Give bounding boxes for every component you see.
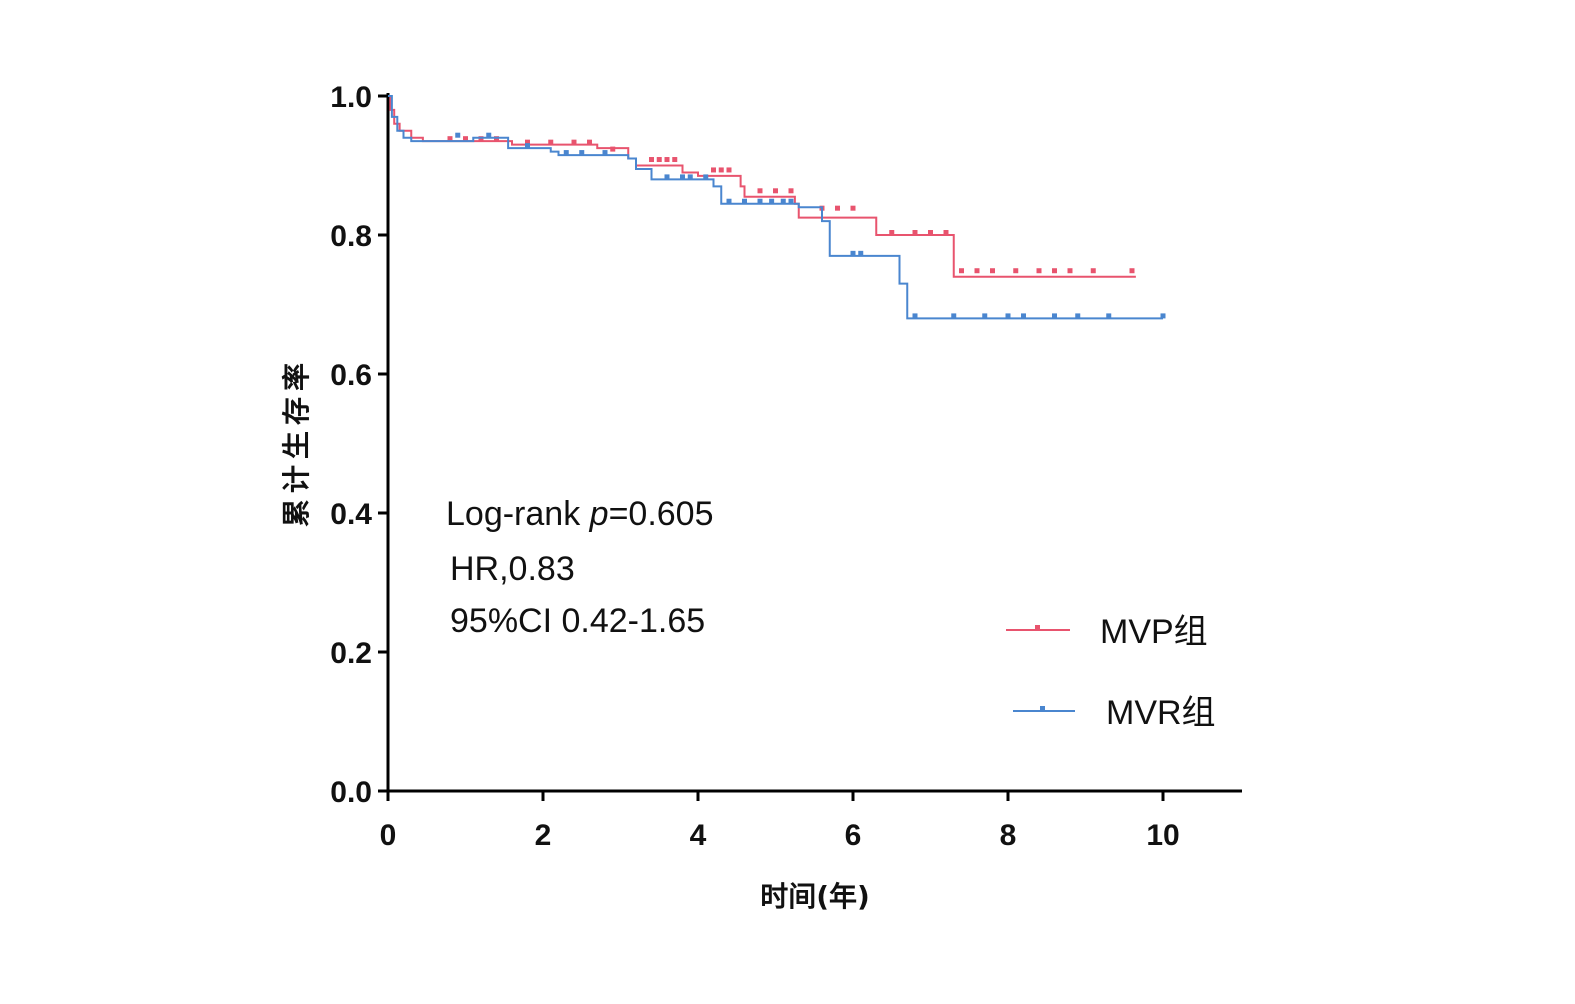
censor-mark <box>1129 268 1135 274</box>
x-axis-title: 时间(年) <box>760 880 870 913</box>
survival-curve-mvr <box>388 95 1163 320</box>
censor-mark <box>1075 313 1081 319</box>
censor-mark <box>757 188 763 194</box>
censor-mark <box>1052 313 1057 319</box>
censor-mark <box>1160 313 1166 319</box>
censor-mark <box>447 136 453 142</box>
censor-mark <box>579 150 585 156</box>
censor-mark <box>1036 268 1042 274</box>
censor-mark <box>773 188 778 194</box>
censor-mark <box>943 230 949 235</box>
censor-mark <box>711 167 716 173</box>
censor-mark <box>1090 268 1096 274</box>
censor-mark <box>672 157 678 163</box>
censor-mark <box>486 132 492 138</box>
legend: MVP组 MVR组 <box>1006 613 1216 732</box>
censor-mark <box>858 250 864 256</box>
censor-mark <box>587 139 592 145</box>
censor-mark <box>850 250 856 256</box>
series-mvr <box>388 95 1166 320</box>
censor-mark <box>718 167 724 173</box>
censor-mark <box>1021 313 1026 319</box>
x-tick-label: 8 <box>1000 819 1017 852</box>
censor-mark <box>455 132 461 138</box>
log-rank-prefix: Log-rank <box>446 495 590 533</box>
y-tick-label: 0.8 <box>330 220 372 253</box>
censor-mark <box>742 198 747 204</box>
censor-mark <box>912 313 918 319</box>
legend-label-mvr: MVR组 <box>1106 694 1216 732</box>
series-layer <box>388 95 1166 320</box>
y-tick-label: 0.0 <box>330 776 372 809</box>
censor-mark <box>602 150 608 156</box>
y-axis-title: 累计生存率 <box>280 357 313 527</box>
censor-mark <box>463 136 468 142</box>
legend-label-mvp: MVP组 <box>1100 613 1208 651</box>
legend-marker-mvp <box>1035 625 1040 630</box>
censor-mark <box>850 205 856 211</box>
censor-mark <box>1052 268 1057 274</box>
y-ticks: 0.0 0.2 0.4 0.6 0.8 1.0 <box>330 81 388 809</box>
censor-mark <box>1005 313 1011 319</box>
censor-mark <box>990 268 995 274</box>
x-ticks: 0 2 4 6 8 10 <box>380 791 1180 852</box>
censor-mark <box>1067 268 1073 274</box>
x-tick-label: 6 <box>845 819 862 852</box>
censor-mark <box>982 313 988 319</box>
series-mvp <box>388 95 1136 278</box>
censor-mark <box>687 174 693 180</box>
y-tick-label: 0.4 <box>330 498 372 531</box>
censor-mark <box>780 198 786 204</box>
censor-mark <box>649 157 654 163</box>
censor-mark <box>1013 268 1019 274</box>
censor-mark <box>726 167 732 173</box>
log-rank-annotation: Log-rank p=0.605 <box>446 495 714 533</box>
legend-marker-mvr <box>1040 706 1045 711</box>
censor-mark <box>664 157 670 163</box>
hazard-ratio-annotation: HR,0.83 <box>450 550 575 588</box>
y-tick-label: 0.2 <box>330 637 372 670</box>
censor-mark <box>1106 313 1112 319</box>
censor-mark <box>610 146 616 152</box>
censor-mark <box>525 139 530 145</box>
y-tick-label: 1.0 <box>330 81 372 114</box>
x-tick-label: 2 <box>535 819 552 852</box>
censor-mark <box>703 174 709 180</box>
censor-mark <box>664 174 670 180</box>
log-rank-p-symbol: p <box>589 495 609 533</box>
censor-mark <box>788 188 794 194</box>
censor-mark <box>959 268 964 274</box>
censor-mark <box>656 157 662 163</box>
censor-mark <box>548 139 554 145</box>
censor-mark <box>563 150 569 156</box>
censor-mark <box>680 174 685 180</box>
x-tick-label: 10 <box>1146 819 1179 852</box>
x-tick-label: 4 <box>690 819 707 852</box>
censor-mark <box>769 198 775 204</box>
x-tick-label: 0 <box>380 819 397 852</box>
censor-mark <box>889 230 895 235</box>
censor-mark <box>974 268 980 274</box>
censor-mark <box>788 198 794 204</box>
censor-mark <box>835 205 840 211</box>
censor-mark <box>525 143 530 149</box>
confidence-interval-annotation: 95%CI 0.42-1.65 <box>450 602 705 640</box>
y-tick-label: 0.6 <box>330 359 372 392</box>
log-rank-p-value: =0.605 <box>609 495 714 533</box>
censor-mark <box>726 198 732 204</box>
censor-mark <box>912 230 918 235</box>
censor-mark <box>571 139 577 145</box>
censor-mark <box>951 313 957 319</box>
survival-curve-mvp <box>388 95 1136 278</box>
censor-mark <box>928 230 933 235</box>
censor-mark <box>757 198 763 204</box>
